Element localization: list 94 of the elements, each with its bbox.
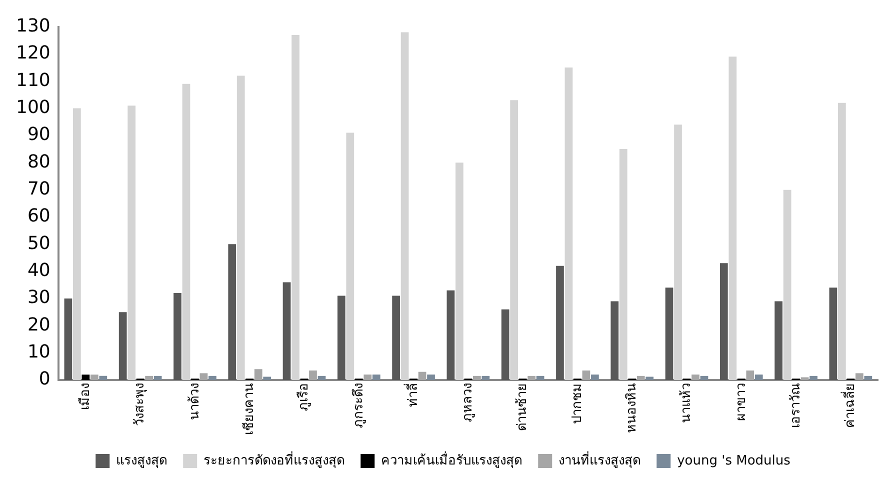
bar — [128, 106, 136, 380]
x-tick-label: เมือง — [77, 383, 94, 410]
x-tick-label: ค่าเฉลี่ย — [841, 383, 858, 428]
x-tick-label: เชียงคาน — [240, 383, 257, 435]
bar — [864, 376, 872, 380]
legend-label: young 's Modulus — [677, 453, 791, 468]
bar — [392, 296, 400, 380]
bar — [674, 124, 682, 380]
bar — [200, 373, 208, 380]
bar — [154, 376, 162, 380]
bar — [728, 56, 737, 380]
bar — [318, 376, 326, 380]
bar — [254, 369, 262, 380]
bar — [783, 190, 792, 380]
x-tick-label: นาแห้ว — [679, 383, 694, 423]
bar — [456, 162, 464, 380]
bar — [501, 309, 510, 380]
bar — [472, 376, 481, 380]
x-tick-label: ปากชม — [570, 383, 585, 424]
bar — [774, 301, 782, 380]
bar — [829, 288, 838, 380]
bar — [400, 32, 409, 380]
bar — [208, 376, 216, 380]
bar — [636, 376, 645, 380]
bar — [746, 370, 754, 380]
x-tick-label: เอราวัณ — [788, 383, 804, 428]
bar — [427, 374, 435, 380]
legend-label: ระยะการดัดงอที่แรงสูงสุด — [204, 451, 345, 468]
bar — [346, 132, 354, 380]
bar — [118, 312, 127, 380]
bar — [236, 76, 245, 380]
bar — [692, 374, 700, 380]
bar — [665, 288, 674, 380]
y-tick-label: 110 — [16, 70, 50, 91]
bar — [564, 68, 573, 380]
bar — [646, 376, 654, 380]
x-tick-label: ภูหลวง — [460, 383, 476, 422]
y-tick-label: 60 — [27, 206, 50, 227]
y-tick-label: 20 — [27, 314, 50, 336]
y-tick-label: 90 — [27, 124, 50, 146]
bar — [418, 372, 426, 380]
bar — [64, 298, 72, 380]
bar — [309, 370, 317, 380]
y-tick-label: 100 — [16, 96, 50, 118]
bar — [619, 149, 628, 380]
x-tick-label: ภูเรือ — [296, 383, 312, 411]
y-tick-label: 30 — [27, 287, 50, 308]
bar — [810, 376, 818, 380]
bar — [838, 102, 846, 380]
y-tick-label: 120 — [16, 42, 50, 64]
x-tick-label: วังสะพุง — [132, 383, 148, 426]
bar — [482, 376, 490, 380]
bar — [528, 376, 536, 380]
x-tick-label: ท่าลี่ — [404, 383, 421, 407]
y-tick-label: 50 — [27, 232, 50, 254]
bar — [292, 34, 300, 380]
bar — [174, 293, 182, 380]
x-tick-label: หนองหิน — [624, 383, 640, 433]
y-tick-label: 130 — [16, 15, 50, 36]
bar — [700, 376, 708, 380]
x-tick-label: นาด้วง — [187, 383, 202, 420]
bar — [510, 100, 518, 380]
bar — [754, 374, 763, 380]
y-tick-label: 0 — [38, 368, 50, 390]
y-tick-label: 80 — [27, 151, 50, 172]
bar — [582, 370, 590, 380]
bar — [591, 374, 599, 380]
legend-label: แรงสูงสุด — [116, 453, 168, 468]
legend-label: ความเค้นเมื่อรับแรงสูงสุด — [381, 451, 522, 468]
x-tick-label: ด่านซ้าย — [515, 383, 530, 431]
legend-label: งานที่แรงสูงสุด — [558, 451, 641, 468]
bar — [90, 374, 98, 380]
y-tick-label: 10 — [27, 342, 50, 363]
bar — [228, 244, 236, 380]
bar — [337, 296, 346, 380]
bar — [610, 301, 619, 380]
bar — [73, 108, 81, 380]
x-tick-label: ผาขาว — [734, 383, 749, 421]
bar — [446, 290, 455, 380]
bar — [263, 376, 272, 380]
bar — [720, 263, 728, 380]
y-tick-label: 40 — [27, 260, 50, 281]
bar — [99, 376, 108, 380]
bar — [82, 374, 90, 380]
bar — [556, 266, 564, 380]
x-tick-label: ภูกระดึง — [351, 383, 366, 428]
y-tick-label: 70 — [27, 178, 50, 200]
bar — [855, 373, 864, 380]
bar — [182, 84, 190, 380]
bar — [536, 376, 544, 380]
bar — [282, 282, 291, 380]
bar — [364, 374, 372, 380]
bar — [372, 374, 380, 380]
bar — [145, 376, 153, 380]
